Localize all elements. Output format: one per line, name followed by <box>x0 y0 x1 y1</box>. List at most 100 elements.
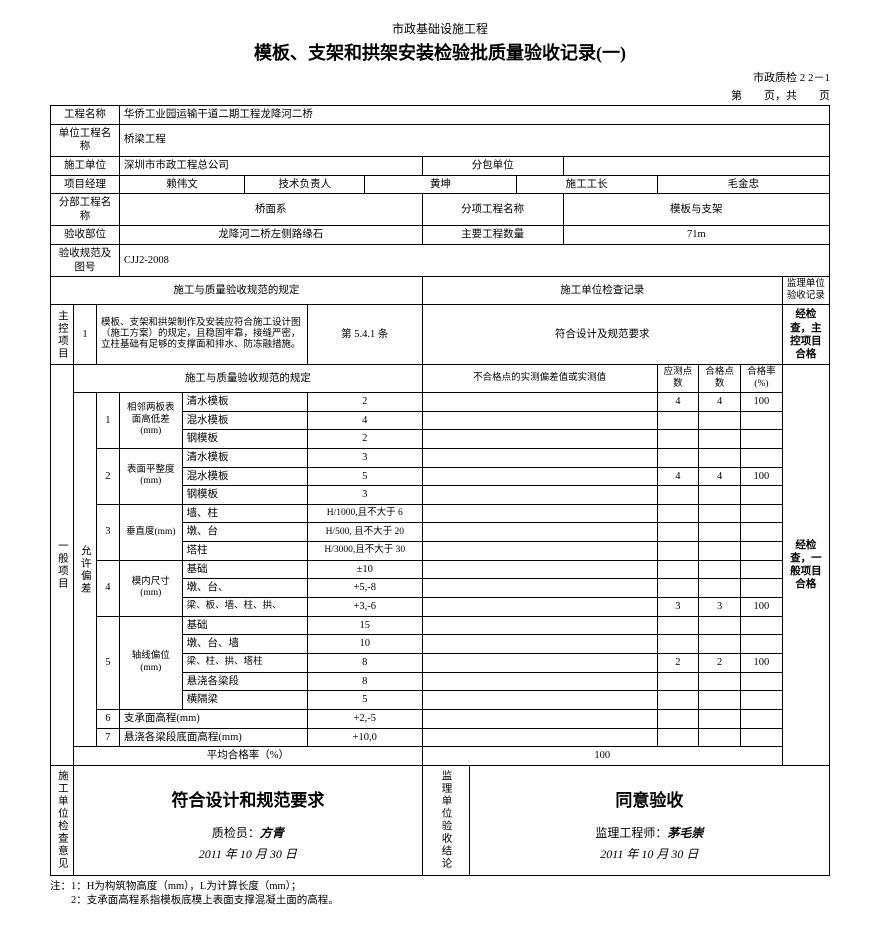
r3s2-sub: 墩、台 <box>182 523 307 542</box>
r4s3-m1: 3 <box>657 598 699 617</box>
sig-right-label: 监理单位验收结论 <box>422 765 469 875</box>
mainitem-no: 1 <box>73 305 96 365</box>
r5s2-sub: 墩、台、墙 <box>182 635 307 654</box>
r2s3-tol: 3 <box>307 486 422 505</box>
lbl-spec: 验收规范及图号 <box>51 245 120 277</box>
mainctrl-label: 主控项目 <box>51 305 74 365</box>
r1s1-m2: 4 <box>699 392 741 411</box>
r4s3-m2: 3 <box>699 598 741 617</box>
r2s2-m2: 4 <box>699 467 741 486</box>
val-contractor: 深圳市市政工程总公司 <box>119 156 422 175</box>
hdr-pass: 合格点数 <box>699 365 741 393</box>
sig-left-name: 方青 <box>260 826 284 840</box>
sig-right-title: 同意验收 <box>473 790 826 812</box>
allowdev-label: 允许偏差 <box>73 392 96 746</box>
r3s3-tol: H/3000,且不大于 30 <box>307 542 422 561</box>
sig-left-block: 符合设计和规范要求 质检员：方青 2011 年 10 月 30 日 <box>73 765 422 875</box>
r4s2-tol: +5,-8 <box>307 579 422 598</box>
mainitem-sup: 经检查，主控项目合格 <box>782 305 829 365</box>
r5-name: 轴线偏位(mm) <box>119 616 182 709</box>
r5s1-sub: 基础 <box>182 616 307 635</box>
r4s1-tol: ±10 <box>307 560 422 579</box>
r6-tol: +2,-5 <box>307 709 422 728</box>
hdr-specreq: 施工与质量验收规范的规定 <box>51 277 423 305</box>
r3-no: 3 <box>96 504 119 560</box>
main-table: 工程名称 华侨工业园运输干道二期工程龙降河二桥 单位工程名称 桥梁工程 施工单位… <box>50 105 830 876</box>
r5s1-tol: 15 <box>307 616 422 635</box>
hdr-dev: 不合格点的实测偏差值或实测值 <box>422 365 657 393</box>
val-unitproj: 桥梁工程 <box>119 124 829 156</box>
hdr-specreq2: 施工与质量验收规范的规定 <box>73 365 422 393</box>
mainitem-desc: 模板、支架和拱架制作及安装应符合施工设计图（施工方案）的规定，且稳固牢靠，接缝严… <box>96 305 307 365</box>
r5s4-sub: 悬浇各梁段 <box>182 672 307 691</box>
r1s1-tol: 2 <box>307 392 422 411</box>
sig-left-label: 施工单位检查意见 <box>51 765 74 875</box>
r7-no: 7 <box>96 728 119 747</box>
val-projname: 华侨工业园运输干道二期工程龙降河二桥 <box>119 106 829 125</box>
r2s2-m3: 100 <box>741 467 783 486</box>
val-pm: 赖伟文 <box>119 175 244 194</box>
val-foreman: 毛金忠 <box>657 175 829 194</box>
r1s2-tol: 4 <box>307 411 422 430</box>
lbl-part: 验收部位 <box>51 226 120 245</box>
r2s2-sub: 混水模板 <box>182 467 307 486</box>
r5s2-tol: 10 <box>307 635 422 654</box>
r1s1-m1: 4 <box>657 392 699 411</box>
hdr-rate: 合格率(%) <box>741 365 783 393</box>
mainitem-rec: 符合设计及规范要求 <box>422 305 782 365</box>
r4s3-sub: 梁、板、墙、柱、拱、 <box>182 598 307 617</box>
general-label: 一般项目 <box>51 365 74 766</box>
lbl-subcontractor: 分包单位 <box>422 156 563 175</box>
lbl-itemproj: 分项工程名称 <box>422 194 563 226</box>
sig-right-date: 2011 年 10 月 30 日 <box>473 847 826 863</box>
val-spec: CJJ2-2008 <box>119 245 829 277</box>
val-qty: 71m <box>563 226 829 245</box>
footnotes: 注：1：H为构筑物高度（mm），L为计算长度（mm）； 2：支承面高程系指模板底… <box>50 880 830 909</box>
r7-name: 悬浇各梁段底面高程(mm) <box>119 728 307 747</box>
sig-right-name: 茅毛崇 <box>667 826 703 840</box>
r5s3-m2: 2 <box>699 653 741 672</box>
r3s1-tol: H/1000,且不大于 6 <box>307 504 422 523</box>
r1s1-sub: 清水模板 <box>182 392 307 411</box>
r2s3-sub: 钢模板 <box>182 486 307 505</box>
r3-name: 垂直度(mm) <box>119 504 182 560</box>
r3s2-tol: H/500, 且不大于 20 <box>307 523 422 542</box>
r5s4-tol: 8 <box>307 672 422 691</box>
r1s2-sub: 混水模板 <box>182 411 307 430</box>
val-subcontractor <box>563 156 829 175</box>
r2-name: 表面平整度(mm) <box>119 448 182 504</box>
r6-no: 6 <box>96 709 119 728</box>
r1-no: 1 <box>96 392 119 448</box>
r4s1-sub: 基础 <box>182 560 307 579</box>
pretitle: 市政基础设施工程 <box>20 20 860 37</box>
r1s3-tol: 2 <box>307 430 422 449</box>
pager: 第 页，共 页 <box>731 87 830 103</box>
hdr-should: 应测点数 <box>657 365 699 393</box>
r2s2-m1: 4 <box>657 467 699 486</box>
val-techlead: 黄坤 <box>365 175 516 194</box>
r5s3-m3: 100 <box>741 653 783 672</box>
val-subproj: 桥面系 <box>119 194 422 226</box>
val-part: 龙降河二桥左侧路缘石 <box>119 226 422 245</box>
val-itemproj: 模板与支架 <box>563 194 829 226</box>
sig-left-role: 质检员： <box>212 826 260 840</box>
r5s5-sub: 横隔梁 <box>182 691 307 710</box>
note-2: 2：支承面高程系指模板底模上表面支撑混凝土面的高程。 <box>50 894 830 909</box>
r5-no: 5 <box>96 616 119 709</box>
r4s2-sub: 墩、台、 <box>182 579 307 598</box>
r4-name: 模内尺寸(mm) <box>119 560 182 616</box>
r4-no: 4 <box>96 560 119 616</box>
hdr-contractor-rec: 施工单位检查记录 <box>422 277 782 305</box>
lbl-pm: 项目经理 <box>51 175 120 194</box>
lbl-unitproj: 单位工程名称 <box>51 124 120 156</box>
r2s1-tol: 3 <box>307 448 422 467</box>
lbl-techlead: 技术负责人 <box>245 175 365 194</box>
r5s5-tol: 5 <box>307 691 422 710</box>
r5s3-tol: 8 <box>307 653 422 672</box>
lbl-subproj: 分部工程名称 <box>51 194 120 226</box>
mainitem-clause: 第 5.4.1 条 <box>307 305 422 365</box>
sig-left-date: 2011 年 10 月 30 日 <box>77 847 419 863</box>
r1s1-m3: 100 <box>741 392 783 411</box>
lbl-foreman: 施工工长 <box>516 175 657 194</box>
r3s3-sub: 塔柱 <box>182 542 307 561</box>
